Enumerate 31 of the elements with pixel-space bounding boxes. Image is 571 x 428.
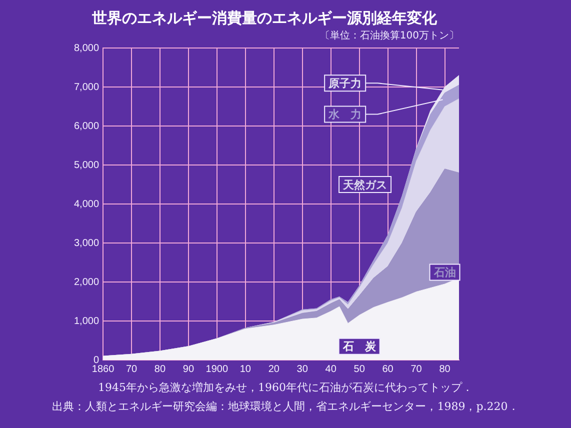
- y-tick-label: 1,000: [74, 316, 100, 327]
- chart-title: 世界のエネルギー消費量のエネルギー源別経年変化: [91, 8, 438, 27]
- y-tick-label: 7,000: [74, 82, 100, 93]
- text: 原子力: [328, 76, 362, 90]
- source-note: 出典：人類とエネルギー研究会編：地球環境と人間，省エネルギーセンター，1989，p.220．: [51, 399, 520, 415]
- x-tick-label: 30: [296, 364, 308, 375]
- x-tick-label: 20: [268, 364, 280, 375]
- series-label: 石油: [432, 266, 456, 280]
- y-tick-label: 4,000: [74, 198, 100, 210]
- y-tick-label: 6,000: [74, 120, 100, 132]
- text: 1945年から急激な増加をみせ，1960年代に石油が石炭に代わってトップ．: [97, 380, 474, 396]
- x-tick-label: 70: [410, 364, 422, 375]
- chart-subtitle: 〔単位：石油換算100万トン〕: [320, 30, 459, 42]
- text: 水 力: [328, 108, 362, 122]
- x-tick-label: 10: [240, 364, 252, 375]
- x-tick-label: 1900: [206, 364, 228, 375]
- x-tick-label: 80: [154, 364, 166, 375]
- series-label: 天然ガス: [342, 178, 388, 192]
- y-tick-label: 2,000: [74, 276, 100, 288]
- x-tick-label: 1860: [92, 364, 115, 375]
- x-tick-label: 80: [439, 364, 451, 375]
- y-tick-label: 3,000: [74, 238, 100, 249]
- x-tick-label: 70: [126, 364, 138, 375]
- x-tick-label: 60: [382, 364, 394, 375]
- x-tick-label: 50: [354, 364, 366, 375]
- y-tick-label: 8,000: [74, 42, 100, 54]
- y-tick-label: 0: [93, 354, 100, 366]
- series-label: 石 炭: [342, 340, 377, 354]
- x-tick-label: 40: [325, 364, 337, 375]
- x-tick-label: 90: [182, 364, 194, 375]
- y-tick-label: 5,000: [74, 160, 100, 171]
